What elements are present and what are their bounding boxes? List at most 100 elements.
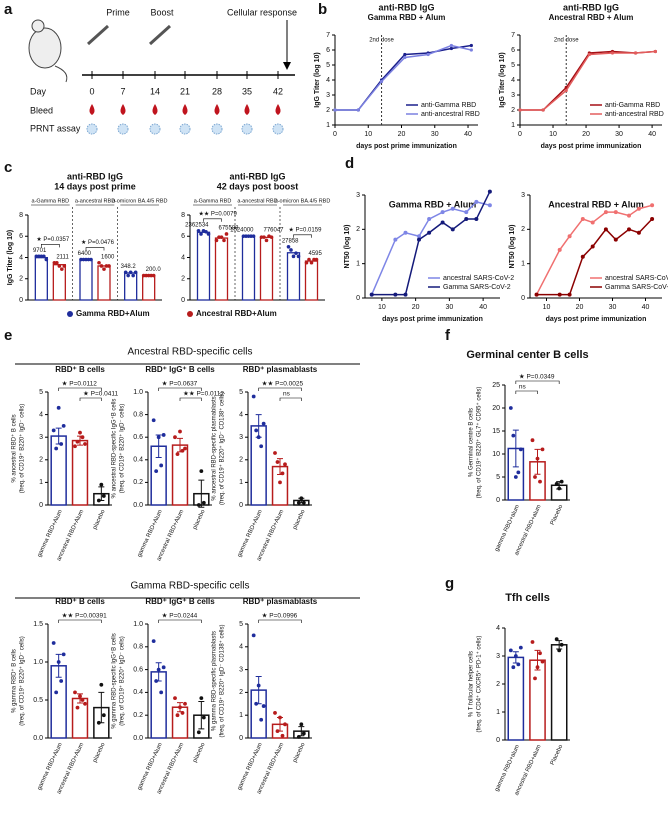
x-tick-label: 20 <box>412 304 420 311</box>
point <box>403 230 408 235</box>
annotation: ★★ P=0.00391 <box>62 612 107 620</box>
significance-bracket <box>515 390 538 394</box>
group-label: a-ancestral RBD <box>237 198 277 204</box>
bleed-drop <box>89 104 95 115</box>
point <box>610 51 615 55</box>
legend-label: Ancestral RBD+Alum <box>196 309 277 318</box>
y-tick-label: 0.6 <box>133 434 143 441</box>
mouse-ear <box>31 19 45 33</box>
point <box>159 690 164 695</box>
y-axis-label: NT50 (log 10) <box>344 225 351 269</box>
chart-title: Ancestral RBD + Alum <box>548 199 643 209</box>
point <box>61 424 66 428</box>
point <box>403 292 408 297</box>
point <box>307 257 311 262</box>
value-label: 4595 <box>309 251 323 257</box>
day: 35 <box>242 86 252 96</box>
y-tick-label: 0 <box>496 497 500 504</box>
y-tick-label: 4 <box>19 254 23 261</box>
point <box>59 442 64 446</box>
point <box>99 264 104 268</box>
point <box>450 227 455 232</box>
point <box>196 503 201 507</box>
point <box>256 435 261 440</box>
group-label: a-Gamma RBD <box>32 198 70 204</box>
point <box>62 264 67 268</box>
x-tick-label: 20 <box>576 304 584 311</box>
chart-title: RBD⁺ IgG⁺ B cells <box>145 365 215 374</box>
y-tick-label: 3 <box>521 192 525 199</box>
point <box>540 447 545 452</box>
annotation: ★★ P=0.0025 <box>262 380 304 388</box>
point <box>183 701 187 706</box>
point <box>52 260 57 265</box>
point <box>627 213 631 218</box>
point <box>580 217 585 222</box>
chart-title: anti-RBD IgG <box>563 2 619 12</box>
virus-icon <box>86 123 98 135</box>
chart-title: RBD⁺ IgG⁺ B cells <box>145 597 215 606</box>
point <box>180 448 185 453</box>
point <box>161 433 166 437</box>
value-label: 675588 <box>219 226 240 232</box>
annotation: ★ P=0.0112 <box>62 380 98 388</box>
panel-label: g <box>445 575 454 592</box>
virus-icon <box>272 123 284 135</box>
reference-label: 2nd dose <box>554 38 579 44</box>
point <box>251 394 256 399</box>
y-axis-label: (freq. of CD19⁺ B220⁺ IgD⁻ CD138⁺ cells) <box>219 392 226 505</box>
category-label: placebo <box>92 741 107 763</box>
point <box>567 234 572 239</box>
y-tick-label: 2 <box>181 276 185 283</box>
point <box>256 683 261 688</box>
y-tick-label: 1.0 <box>133 389 143 396</box>
y-tick-label: 4 <box>239 644 243 651</box>
point <box>54 690 59 695</box>
point <box>83 442 87 446</box>
error-bar <box>512 429 519 468</box>
point <box>508 406 513 410</box>
y-tick-label: 1 <box>39 479 43 486</box>
group-label: a-omicron BA.4/5 RBD <box>275 198 331 204</box>
significance-bracket <box>279 397 302 401</box>
point <box>533 676 537 681</box>
y-tick-label: 3 <box>356 192 360 199</box>
point <box>273 711 277 715</box>
point <box>156 667 161 672</box>
point <box>280 733 285 738</box>
annotation: ★★ P=0.0112 <box>183 390 224 398</box>
y-tick-label: 4 <box>326 77 330 84</box>
point <box>356 108 360 112</box>
event-label: Prime <box>106 7 130 17</box>
y-tick-label: 0 <box>239 735 243 742</box>
point <box>516 662 521 667</box>
point <box>99 482 104 487</box>
series-line <box>536 218 653 296</box>
point <box>650 203 655 208</box>
panel-label: a <box>4 1 13 18</box>
point <box>56 405 61 410</box>
y-tick-label: 0.4 <box>133 457 143 464</box>
point <box>199 232 203 236</box>
y-tick-label: 3 <box>496 653 500 660</box>
value-label: 27858 <box>282 238 299 244</box>
point <box>286 244 291 249</box>
y-tick-label: 2 <box>356 226 360 233</box>
point <box>269 235 274 239</box>
y-axis-label: NT50 (log 10) <box>509 225 516 269</box>
point <box>154 469 159 473</box>
significance-bracket <box>293 234 312 238</box>
point <box>534 292 539 297</box>
panel-label: d <box>345 155 354 172</box>
point <box>278 715 282 720</box>
y-tick-label: 7 <box>326 32 330 39</box>
y-tick-label: 4 <box>511 77 515 84</box>
point <box>201 715 206 720</box>
bleed-drop <box>120 104 126 115</box>
annotation: ns <box>519 384 527 391</box>
point <box>518 108 522 112</box>
y-axis-label: (freq. of CD19⁺ B220⁺ IgD⁻ CD138⁺ cells) <box>219 624 226 737</box>
arrow-head <box>283 62 291 70</box>
point <box>283 722 287 727</box>
point <box>474 199 479 204</box>
